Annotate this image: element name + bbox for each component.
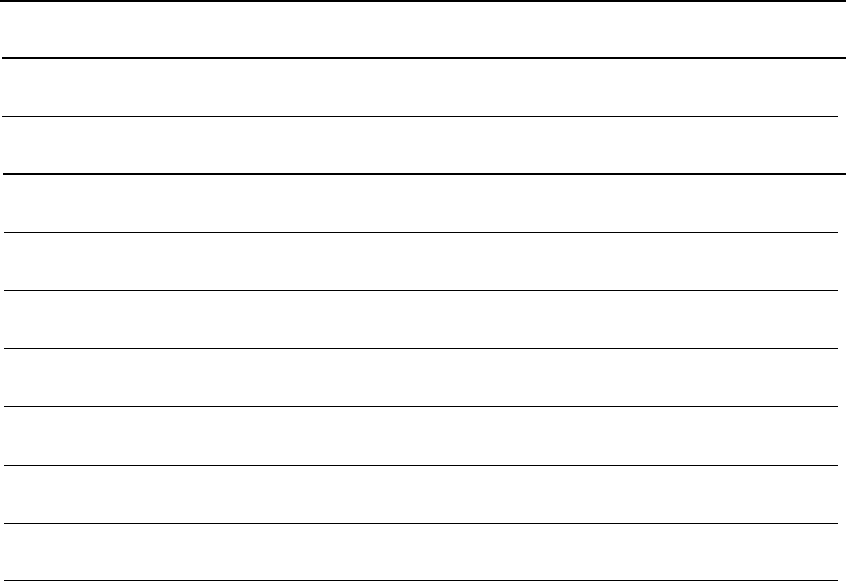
- table-row-divider: [4, 580, 838, 581]
- table-row-divider: [4, 523, 838, 524]
- table-row-divider: [4, 348, 838, 349]
- table-row-divider: [2, 57, 846, 59]
- table-row-divider: [2, 116, 838, 117]
- table-row-divider: [4, 290, 838, 291]
- table-row-divider: [3, 173, 846, 175]
- table-row-divider: [4, 465, 838, 466]
- table-row-divider: [4, 406, 838, 407]
- table-row-divider: [0, 0, 846, 2]
- table-row-divider: [4, 232, 838, 233]
